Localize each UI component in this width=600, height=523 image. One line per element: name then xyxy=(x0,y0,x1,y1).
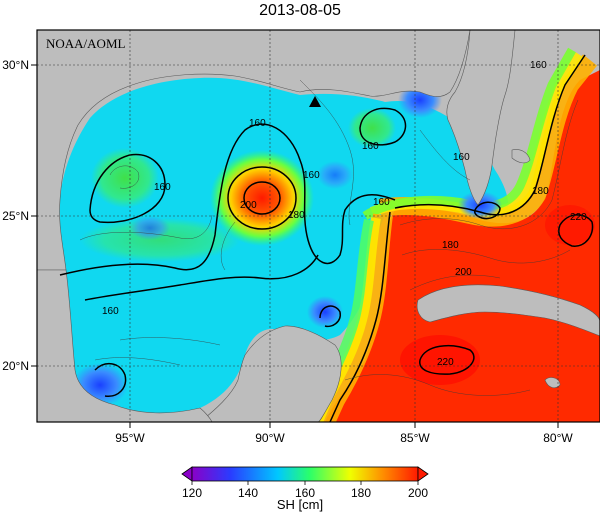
contour-label: 220 xyxy=(437,357,454,368)
contour-label: 200 xyxy=(240,200,257,211)
contour-label: 160 xyxy=(303,170,320,181)
lon-tick-label: 80°W xyxy=(543,431,573,445)
lat-axis: 30°N 25°N 20°N xyxy=(2,58,29,373)
colorbar-min-arrow xyxy=(181,466,193,482)
colorbar: 120 140 160 180 200 xyxy=(181,466,429,500)
contour-label: 160 xyxy=(102,306,119,317)
colorbar-gradient xyxy=(191,466,419,482)
lon-tick-label: 95°W xyxy=(115,431,145,445)
contour-label: 160 xyxy=(362,141,379,152)
warm-eddy xyxy=(210,150,314,246)
yucatan xyxy=(199,325,342,422)
contour-label: 180 xyxy=(442,240,459,251)
lat-tick-label: 20°N xyxy=(2,359,29,373)
contour-label: 220 xyxy=(570,212,587,223)
map-frame xyxy=(36,29,600,423)
cuba xyxy=(416,284,600,337)
map-area xyxy=(37,30,600,422)
gulf-water xyxy=(59,77,509,413)
colorbar-label: SH [cm] xyxy=(276,497,324,512)
mexico xyxy=(37,269,213,422)
station-marker xyxy=(309,96,321,107)
florida xyxy=(446,30,516,206)
contour-label: 160 xyxy=(373,197,390,208)
colorbar-tick-label: 120 xyxy=(182,486,202,500)
contour-labels: 160 160 160 160 160 160 180 200 180 180 … xyxy=(102,60,587,368)
lat-tick-label: 25°N xyxy=(2,209,29,223)
contour-label: 160 xyxy=(530,60,547,71)
colorbar-tick-label: 180 xyxy=(351,486,371,500)
graticule xyxy=(37,30,600,422)
contour-label: 160 xyxy=(154,182,171,193)
lon-axis: 95°W 90°W 85°W 80°W xyxy=(115,431,573,445)
colorbar-tick-label: 140 xyxy=(238,486,258,500)
contour-label: 180 xyxy=(532,186,549,197)
us-coast xyxy=(37,30,471,271)
colorbar-tick-label: 160 xyxy=(295,486,315,500)
lon-tick-label: 85°W xyxy=(400,431,430,445)
contour-label: 160 xyxy=(249,118,266,129)
contour-label: 180 xyxy=(288,210,305,221)
colorbar-tick-label: 200 xyxy=(408,486,428,500)
map-title: 2013-08-05 xyxy=(259,2,341,19)
contour-label: 160 xyxy=(453,152,470,163)
contour-label: 200 xyxy=(455,267,472,278)
lat-tick-label: 30°N xyxy=(2,58,29,72)
credit-label: NOAA/AOML xyxy=(46,36,126,51)
lon-tick-label: 90°W xyxy=(255,431,285,445)
colorbar-max-arrow xyxy=(417,466,429,482)
caribbean-water xyxy=(325,70,600,422)
